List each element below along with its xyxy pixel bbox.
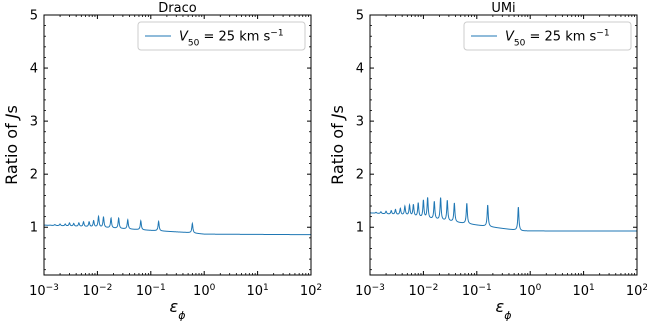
x-tick-label: 10−2: [82, 283, 112, 299]
axes-frame: [43, 14, 312, 276]
y-tick-label: 1: [30, 221, 38, 236]
y-tick-label: 5: [30, 9, 38, 24]
x-axis-label: εϕ: [170, 297, 186, 322]
y-tick-label: 1: [356, 221, 364, 236]
axes-frame: [369, 14, 638, 276]
y-tick-label: 2: [356, 168, 364, 183]
y-axis-label: Ratio of Js: [2, 105, 21, 185]
legend-label: V50 = 25 km s−1: [505, 29, 610, 49]
x-tick-label: 100: [193, 283, 216, 299]
y-tick-label: 2: [30, 168, 38, 183]
series-line: [44, 214, 311, 236]
x-tick-label: 101: [246, 283, 268, 299]
legend-label: V50 = 25 km s−1: [179, 29, 284, 49]
y-tick-label: 3: [356, 115, 364, 130]
x-axis-label: εϕ: [496, 297, 512, 322]
x-tick-label: 10−2: [408, 283, 438, 299]
chart-panel-1: 10−3 10−2 10−1 100 101 102 1 2 3 4 5 Draco εϕ Ratio o…: [2, 1, 322, 322]
y-tick-label: 3: [30, 115, 38, 130]
panel-title: UMi: [491, 1, 515, 16]
x-tick-label: 10−3: [29, 283, 59, 299]
x-tick-label: 101: [572, 283, 594, 299]
x-tick-label: 10−1: [136, 283, 166, 299]
y-tick-label: 4: [30, 62, 38, 77]
y-axis-label: Ratio of Js: [328, 105, 347, 185]
x-tick-label: 102: [626, 283, 647, 299]
x-tick-label: 102: [300, 283, 322, 299]
legend-box: [463, 21, 632, 51]
panel-title: Draco: [158, 1, 196, 16]
x-tick-label: 10−1: [462, 283, 492, 299]
y-tick-label: 4: [356, 62, 364, 77]
legend-box: [137, 21, 306, 51]
y-tick-label: 5: [356, 9, 364, 24]
x-tick-label: 100: [519, 283, 542, 299]
x-tick-label: 10−3: [355, 283, 385, 299]
chart-panel-2: 10−3 10−2 10−1 100 101 102 1 2 3 4 5 UMi εϕ Ratio of …: [328, 1, 647, 322]
series-line: [370, 197, 637, 232]
